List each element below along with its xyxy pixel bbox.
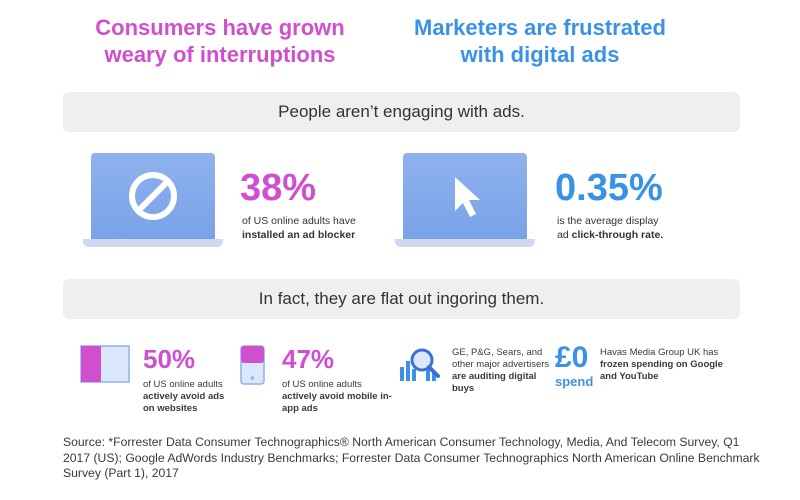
auditing-description: GE, P&G, Sears, and other major advertis… [452, 347, 552, 395]
havas-text-plain: Havas Media Group UK has [600, 347, 719, 358]
havas-spend-value: £0 [555, 341, 589, 374]
ad-blocker-text-plain: of US online adults have [242, 215, 356, 227]
mobile-ad-icon [240, 345, 265, 385]
avoid-websites-percent: 50% [143, 344, 196, 374]
cursor-arrow-icon [455, 177, 480, 217]
block-icon [129, 172, 177, 220]
avoid-websites-description: of US online adults actively avoid ads o… [143, 379, 238, 415]
ad-blocker-description: of US online adults have installed an ad… [242, 214, 382, 242]
laptop-screen [403, 153, 527, 239]
banner-ignoring-text: In fact, they are flat out ingoring them… [258, 289, 545, 308]
avoid-websites-text-bold: actively avoid ads on websites [143, 391, 225, 414]
banner-ignoring: In fact, they are flat out ingoring them… [63, 279, 740, 319]
laptop-screen [91, 153, 215, 239]
laptop-base [395, 239, 535, 247]
ctr-text-plain: is the average display [557, 215, 659, 227]
website-ad-icon [80, 345, 130, 385]
heading-marketers: Marketers are frustrated with digital ad… [414, 15, 666, 67]
banner-not-engaging: People aren’t engaging with ads. [63, 92, 740, 132]
havas-text-bold: frozen spending on Google and YouTube [600, 359, 723, 382]
laptop-ad-blocker [83, 153, 223, 248]
laptop-base [83, 239, 223, 247]
avoid-mobile-description: of US online adults actively avoid mobil… [282, 379, 392, 415]
avoid-mobile-percent: 47% [282, 344, 335, 374]
ctr-percent: 0.35% [555, 167, 663, 209]
ctr-text-plain2: ad [557, 229, 569, 241]
havas-spend-label: spend [555, 374, 594, 389]
avoid-mobile-text-plain: of US online adults [282, 379, 362, 390]
auditing-text-plain: GE, P&G, Sears, and other major advertis… [452, 347, 550, 370]
magnifier-chart-icon [398, 345, 444, 385]
banner-not-engaging-text: People aren’t engaging with ads. [278, 102, 525, 121]
avoid-mobile-text-bold: actively avoid mobile in-app ads [282, 391, 392, 414]
ad-blocker-text-bold: installed an ad blocker [242, 229, 356, 241]
avoid-websites-text-plain: of US online adults [143, 379, 223, 390]
ctr-text-bold: click-through rate. [571, 229, 664, 241]
auditing-text-bold: are auditing digital buys [452, 371, 537, 394]
laptop-click-through [395, 153, 535, 248]
ad-blocker-percent: 38% [240, 167, 317, 209]
source-citation: Source: *Forrester Data Consumer Technog… [63, 435, 760, 480]
heading-consumers: Consumers have grown weary of interrupti… [95, 15, 345, 67]
ctr-description: is the average display ad click-through … [557, 214, 687, 242]
havas-description: Havas Media Group UK has frozen spending… [600, 347, 740, 383]
